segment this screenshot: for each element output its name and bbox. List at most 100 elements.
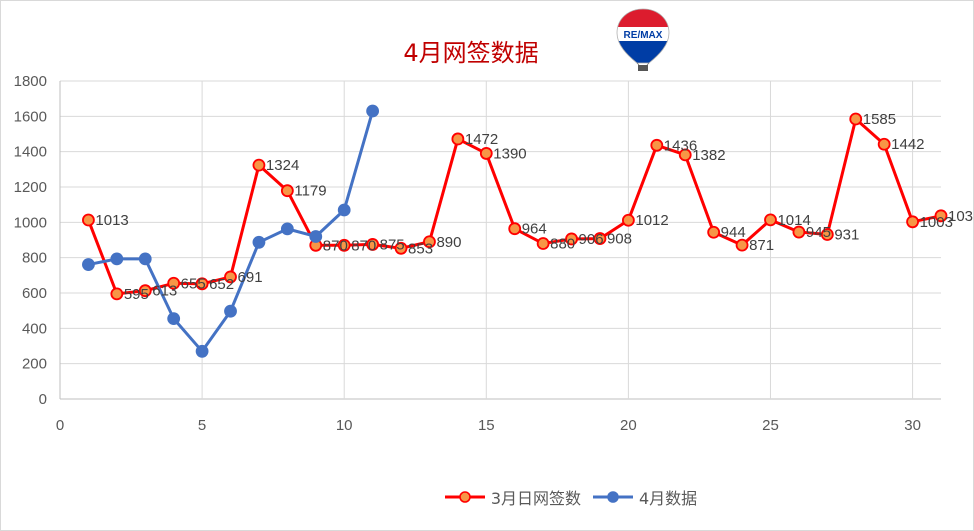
data-label: 906	[579, 231, 604, 248]
data-label: 1013	[95, 212, 128, 229]
data-label: 655	[181, 275, 206, 292]
logo-text: RE/MAX	[624, 30, 663, 41]
x-tick-label: 20	[620, 417, 637, 434]
data-point-2	[280, 222, 294, 236]
data-point-1	[621, 213, 635, 227]
legend-label-april: 4月数据	[639, 489, 698, 508]
data-point-1	[735, 238, 749, 252]
data-point-2	[110, 252, 124, 266]
data-point-1	[650, 138, 664, 152]
data-label: 944	[721, 224, 746, 241]
data-label: 1436	[664, 137, 697, 154]
y-tick-label: 1600	[14, 108, 47, 125]
data-point-1	[82, 213, 95, 227]
x-tick-label: 30	[904, 417, 921, 434]
data-point-2	[224, 304, 237, 318]
data-label: 1382	[692, 147, 725, 164]
data-point-2	[366, 104, 380, 118]
data-point-1	[934, 209, 948, 223]
data-point-1	[764, 213, 777, 227]
data-point-1	[195, 277, 209, 291]
data-label: 870	[351, 237, 376, 254]
data-label: 945	[806, 224, 831, 241]
y-tick-label: 0	[39, 391, 47, 408]
legend-item-april: 4月数据	[593, 485, 697, 509]
data-label: 691	[238, 269, 263, 286]
data-point-1	[252, 158, 266, 172]
legend-swatch-april	[593, 491, 633, 503]
data-point-2	[252, 235, 266, 249]
data-point-1	[366, 238, 380, 251]
y-tick-label: 1800	[14, 73, 47, 90]
data-point-2	[82, 258, 95, 271]
data-point-1	[479, 147, 493, 160]
chart-title: 4月网签数据	[403, 39, 539, 67]
data-point-1	[593, 232, 607, 245]
data-point-1	[451, 132, 465, 146]
data-label: 1390	[493, 145, 526, 162]
remax-balloon-logo: RE/MAX	[616, 8, 670, 71]
legend-label-march: 3月日网签数	[490, 489, 581, 508]
x-tick-label: 5	[198, 417, 206, 434]
data-label: 871	[749, 237, 774, 254]
data-label: 931	[834, 227, 859, 244]
data-point-1	[423, 235, 436, 249]
x-tick-label: 10	[336, 417, 353, 434]
data-point-1	[820, 228, 834, 241]
data-point-2	[167, 312, 181, 326]
y-tick-label: 800	[22, 250, 47, 267]
data-point-1	[224, 270, 237, 284]
data-label: 595	[124, 286, 149, 303]
data-label: 1442	[891, 136, 924, 153]
data-label: 964	[522, 221, 547, 238]
data-label: 1179	[294, 183, 326, 200]
data-label: 1012	[635, 212, 668, 229]
data-point-1	[678, 148, 692, 162]
y-tick-label: 200	[22, 356, 47, 373]
y-tick-label: 400	[22, 320, 47, 337]
data-label: 1003	[920, 214, 953, 231]
data-point-1	[792, 225, 806, 239]
data-point-1	[337, 238, 351, 252]
data-point-1	[394, 241, 408, 255]
data-point-1	[906, 215, 919, 229]
data-point-1	[536, 237, 550, 250]
data-label: 890	[436, 234, 461, 251]
legend-swatch-march	[444, 491, 485, 503]
data-point-1	[138, 284, 152, 298]
data-label: 870	[323, 237, 348, 254]
data-point-2	[195, 344, 209, 358]
data-point-1	[508, 222, 522, 236]
data-label: 1585	[863, 111, 896, 128]
y-tick-label: 1400	[14, 144, 47, 161]
data-point-2	[337, 203, 351, 217]
data-label: 908	[607, 231, 632, 248]
y-tick-label: 1200	[14, 179, 47, 196]
data-label: 853	[408, 240, 433, 257]
data-label: 613	[152, 283, 177, 300]
legend-item-march: 3月日网签数	[444, 485, 581, 509]
data-point-1	[877, 137, 891, 151]
data-label: 652	[209, 276, 234, 293]
data-point-1	[280, 184, 294, 198]
x-tick-label: 0	[56, 417, 64, 434]
data-label: 880	[550, 236, 575, 253]
x-tick-label: 15	[478, 417, 495, 434]
data-point-1	[110, 287, 124, 301]
data-label: 1014	[777, 212, 810, 229]
chart-legend: 3月日网签数 4月数据	[1, 485, 973, 509]
data-point-1	[565, 232, 578, 246]
data-label: 1472	[465, 131, 498, 148]
data-point-2	[309, 230, 323, 243]
y-tick-label: 1000	[14, 214, 47, 231]
y-tick-label: 600	[22, 285, 47, 302]
data-point-1	[167, 276, 181, 290]
data-point-2	[138, 252, 152, 266]
data-label: 1324	[266, 157, 299, 174]
data-point-1	[849, 112, 863, 126]
data-label: 875	[380, 236, 405, 253]
data-point-1	[707, 225, 721, 239]
x-tick-label: 25	[762, 417, 779, 434]
